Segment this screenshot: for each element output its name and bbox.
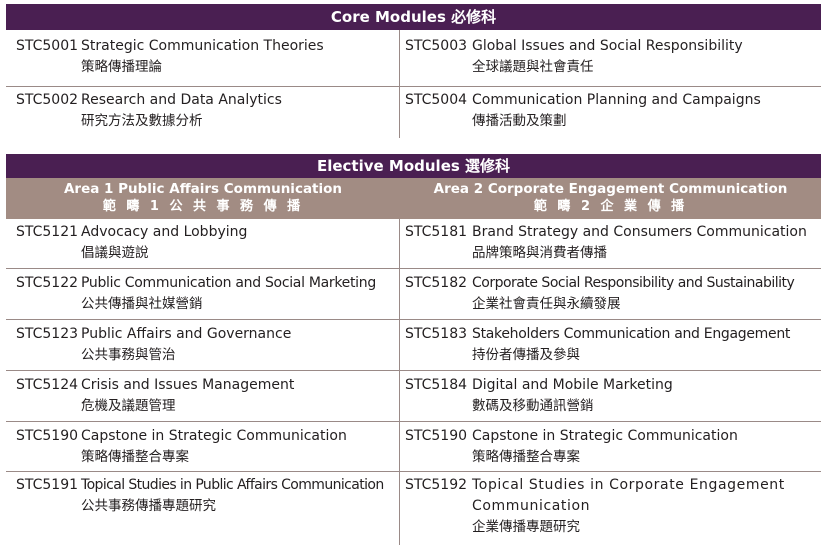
module-cell: STC5190 Capstone in Strategic Communicat… [6, 426, 400, 472]
module-cell: STC5124 Crisis and Issues Management 危機及… [6, 375, 400, 421]
module-title: Global Issues and Social Responsibility [472, 38, 743, 54]
module-title-zh: 品牌策略與消費者傳播 [472, 245, 607, 261]
elective-modules-title: Elective Modules 選修科 [316, 157, 511, 175]
module-cell: STC5122 Public Communication and Social … [6, 273, 400, 319]
module-code: STC5121 [16, 224, 79, 240]
area-1-title-zh: 範 疇 1 公 共 事 務 傳 播 [102, 199, 304, 214]
module-title-zh: 危機及議題管理 [81, 398, 176, 414]
module-title: Communication Planning and Campaigns [472, 92, 761, 108]
row-divider [6, 319, 821, 320]
module-cell: STC5001 Strategic Communication Theories… [6, 36, 400, 88]
module-title-zh: 企業社會責任與永續發展 [472, 296, 621, 312]
module-title: Advocacy and Lobbying [81, 224, 248, 240]
module-title-zh: 研究方法及數據分析 [81, 113, 203, 129]
module-title: Capstone in Strategic Communication [472, 428, 738, 444]
module-code: STC5192 [405, 477, 468, 493]
module-title: Digital and Mobile Marketing [472, 377, 673, 393]
module-code: STC5181 [405, 224, 468, 240]
module-code: STC5191 [16, 477, 79, 493]
module-cell: STC5191 Topical Studies in Public Affair… [6, 475, 400, 543]
area-1-title: Area 1 Public Affairs Communication [63, 181, 343, 197]
module-title-zh: 策略傳播理論 [81, 59, 162, 75]
module-title: Corporate Social Responsibility and Sust… [472, 275, 795, 291]
column-divider [399, 219, 400, 545]
module-title-zh: 策略傳播整合專案 [81, 449, 189, 465]
module-title: Stakeholders Communication and Engagemen… [472, 326, 791, 342]
row-divider [6, 471, 821, 472]
module-code: STC5190 [405, 428, 468, 444]
module-title: Public Affairs and Governance [81, 326, 292, 342]
module-title: Strategic Communication Theories [81, 38, 324, 54]
module-cell: STC5190 Capstone in Strategic Communicat… [400, 426, 821, 472]
module-title-zh: 傳播活動及策劃 [472, 113, 567, 129]
module-cell: STC5002 Research and Data Analytics 研究方法… [6, 90, 400, 140]
module-cell: STC5184 Digital and Mobile Marketing 數碼及… [400, 375, 821, 421]
module-code: STC5190 [16, 428, 79, 444]
row-divider [6, 421, 821, 422]
module-cell: STC5003 Global Issues and Social Respons… [400, 36, 821, 88]
module-title-zh: 持份者傳播及參與 [472, 347, 580, 363]
module-title: Brand Strategy and Consumers Communicati… [472, 224, 807, 240]
core-modules-title: Core Modules 必修科 [330, 8, 497, 26]
module-title: Topical Studies in Corporate Engagement … [472, 477, 785, 514]
module-title-zh: 企業傳播專題研究 [472, 519, 580, 535]
core-modules-header: Core Modules 必修科 [6, 4, 821, 30]
area-2-title: Area 2 Corporate Engagement Communicatio… [433, 181, 788, 197]
elective-modules-header: Elective Modules 選修科 [6, 154, 821, 178]
module-code: STC5001 [16, 38, 79, 54]
module-title-zh: 策略傳播整合專案 [472, 449, 580, 465]
module-cell: STC5123 Public Affairs and Governance 公共… [6, 324, 400, 370]
module-code: STC5184 [405, 377, 468, 393]
module-title-zh: 公共事務傳播專題研究 [81, 498, 216, 514]
module-cell: STC5192 Topical Studies in Corporate Eng… [400, 475, 821, 543]
module-cell: STC5181 Brand Strategy and Consumers Com… [400, 222, 821, 268]
module-title: Public Communication and Social Marketin… [81, 275, 376, 291]
module-cell: STC5121 Advocacy and Lobbying 倡議與遊說 [6, 222, 400, 268]
module-title: Topical Studies in Public Affairs Commun… [81, 477, 384, 493]
module-code: STC5004 [405, 92, 468, 108]
module-code: STC5124 [16, 377, 79, 393]
module-cell: STC5004 Communication Planning and Campa… [400, 90, 821, 140]
row-divider [6, 370, 821, 371]
area-2-header: Area 2 Corporate Engagement Communicatio… [400, 178, 821, 219]
module-code: STC5123 [16, 326, 79, 342]
module-title-zh: 數碼及移動通訊營銷 [472, 398, 594, 414]
row-divider [6, 86, 821, 87]
area-1-header: Area 1 Public Affairs Communication 範 疇 … [6, 178, 400, 219]
module-cell: STC5182 Corporate Social Responsibility … [400, 273, 821, 319]
module-title-zh: 公共傳播與社媒營銷 [81, 296, 203, 312]
module-title: Capstone in Strategic Communication [81, 428, 347, 444]
module-code: STC5003 [405, 38, 468, 54]
module-title-zh: 公共事務與管治 [81, 347, 176, 363]
module-code: STC5002 [16, 92, 79, 108]
module-cell: STC5183 Stakeholders Communication and E… [400, 324, 821, 370]
row-divider [6, 268, 821, 269]
module-code: STC5182 [405, 275, 468, 291]
module-title-zh: 倡議與遊說 [81, 245, 149, 261]
module-code: STC5183 [405, 326, 468, 342]
module-title: Research and Data Analytics [81, 92, 282, 108]
module-title-zh: 全球議題與社會責任 [472, 59, 594, 75]
module-code: STC5122 [16, 275, 79, 291]
column-divider [399, 30, 400, 138]
area-2-title-zh: 範 疇 2 企 業 傳 播 [533, 199, 688, 214]
module-title: Crisis and Issues Management [81, 377, 295, 393]
